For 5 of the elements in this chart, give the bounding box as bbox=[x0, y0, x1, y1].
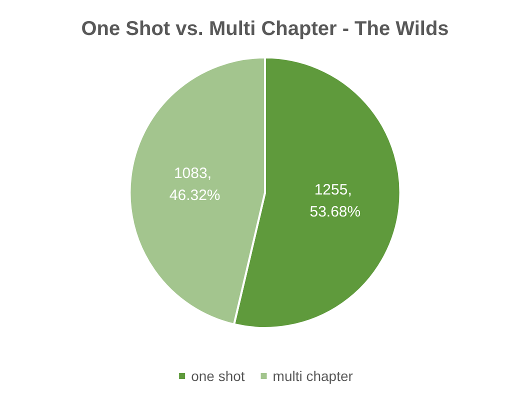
chart-title: One Shot vs. Multi Chapter - The Wilds bbox=[81, 18, 449, 40]
data-label: 1083, 46.32% bbox=[169, 165, 220, 204]
data-label: 1255, 53.68% bbox=[310, 181, 361, 220]
legend-label: one shot bbox=[191, 368, 245, 384]
legend-label: multi chapter bbox=[272, 368, 354, 384]
